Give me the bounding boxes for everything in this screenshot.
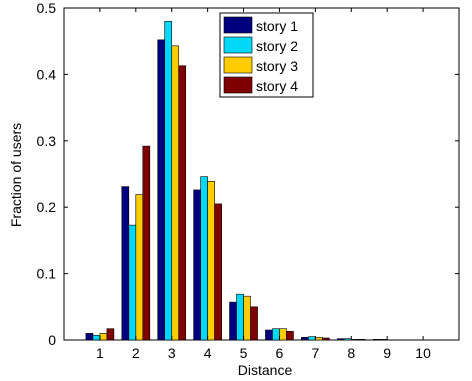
bar-story-4-2 <box>142 145 151 341</box>
x-tick-label-5: 5 <box>240 345 248 361</box>
x-tick-label-9: 9 <box>383 345 391 361</box>
legend-label-story-2: story 2 <box>256 38 298 54</box>
y-tick-label-0.2: 0.2 <box>37 199 57 215</box>
x-axis-label: Distance <box>238 362 293 378</box>
y-tick-label-0.4: 0.4 <box>37 66 57 82</box>
bar-story-2-5 <box>236 293 244 341</box>
bar-story-3-6 <box>279 328 287 341</box>
bar-story-3-4 <box>207 181 215 341</box>
plot-area: 1 2 3 4 5 6 7 8 9 10 0 0.1 0.2 0.3 0.4 0.5 story 1 story … <box>37 0 460 361</box>
y-tick-label-0.1: 0.1 <box>37 266 57 282</box>
bar-story-2-1 <box>92 335 101 341</box>
y-tick-label-0.3: 0.3 <box>37 133 57 149</box>
bar-story-4-5 <box>250 306 258 341</box>
bar-story-4-6 <box>286 331 294 341</box>
bar-story-1-8 <box>336 338 345 341</box>
bar-story-4-4 <box>214 203 222 341</box>
bar-story-1-3 <box>157 39 166 341</box>
bar-story-2-6 <box>272 328 280 341</box>
bar-story-1-2 <box>121 186 130 341</box>
legend-swatch-story-1 <box>223 16 253 34</box>
x-tick-label-6: 6 <box>276 345 284 361</box>
x-tick-label-1: 1 <box>96 345 104 361</box>
x-tick-label-4: 4 <box>204 345 212 361</box>
legend-swatch-story-3 <box>223 56 253 74</box>
bar-story-1-7 <box>301 337 309 341</box>
bar-story-2-8 <box>343 338 352 341</box>
bar-story-1-4 <box>193 189 201 341</box>
x-tick-label-10: 10 <box>415 345 431 361</box>
y-tick-label-0: 0 <box>48 332 56 348</box>
bar-story-3-1 <box>99 333 108 341</box>
bar-story-1-5 <box>229 301 237 341</box>
y-axis-label: Fraction of users <box>8 123 24 227</box>
bar-story-2-2 <box>128 224 137 341</box>
x-tick-label-8: 8 <box>347 345 355 361</box>
legend-swatch-story-2 <box>223 36 253 54</box>
bar-story-2-3 <box>164 20 173 341</box>
bar-story-2-7 <box>308 336 316 341</box>
bar-story-1-9 <box>372 339 381 341</box>
y-tick-label-0.5: 0.5 <box>37 0 57 16</box>
bar-story-3-2 <box>135 194 144 341</box>
bar-story-4-1 <box>106 328 115 341</box>
bar-story-1-6 <box>265 329 273 341</box>
bar-story-4-8 <box>357 339 366 341</box>
x-tick-label-3: 3 <box>168 345 176 361</box>
x-tick-label-2: 2 <box>132 345 140 361</box>
bar-story-3-7 <box>315 337 323 341</box>
legend-label-story-4: story 4 <box>256 78 298 94</box>
bar-story-3-5 <box>243 295 251 341</box>
bar-story-2-9 <box>379 339 388 341</box>
bar-story-3-3 <box>171 45 180 341</box>
legend-swatch-story-4 <box>223 76 253 94</box>
bar-story-4-7 <box>322 337 330 341</box>
x-tick-label-7: 7 <box>311 345 319 361</box>
bar-story-2-4 <box>200 176 208 341</box>
bar-story-3-8 <box>350 339 359 341</box>
legend-label-story-3: story 3 <box>256 58 298 74</box>
bar-story-4-3 <box>178 65 187 341</box>
bar-story-1-1 <box>85 333 94 341</box>
legend-label-story-1: story 1 <box>256 18 298 34</box>
